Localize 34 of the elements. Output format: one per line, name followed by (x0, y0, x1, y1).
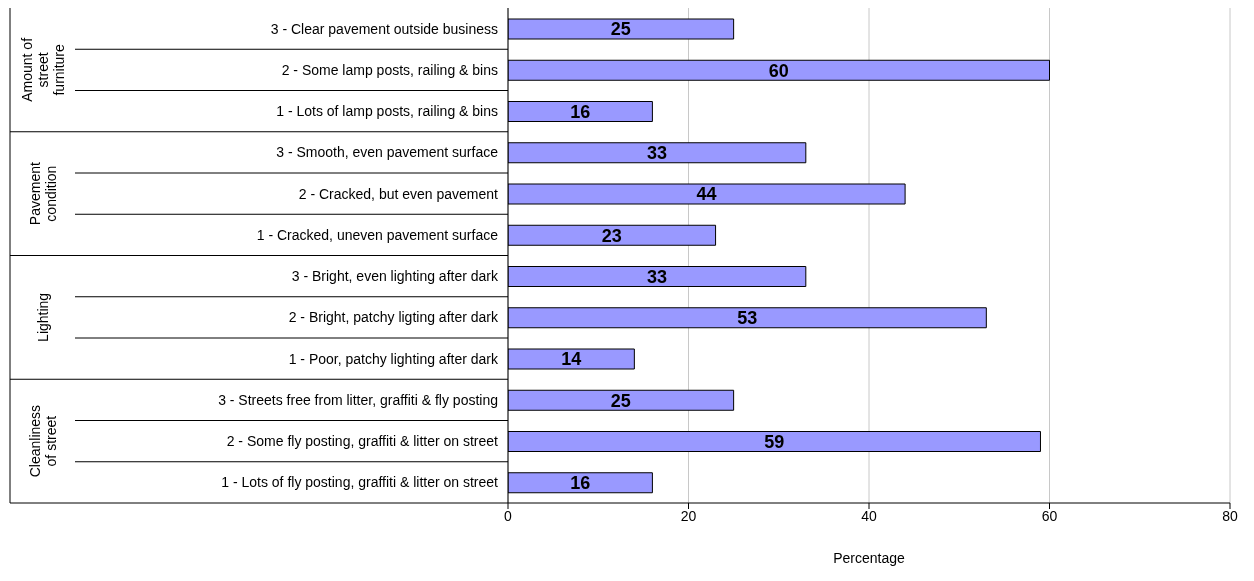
x-tick-label: 80 (1222, 507, 1238, 524)
data-label: 53 (737, 308, 758, 329)
x-tick-label: 0 (504, 507, 513, 524)
y-tick-label: 2 - Bright, patchy ligting after dark (288, 309, 499, 326)
x-tick-label: 60 (1041, 507, 1058, 524)
y-tick-label: 2 - Cracked, but even pavement (298, 185, 499, 202)
data-label: 59 (764, 431, 785, 452)
text: Cleanliness of street (27, 404, 59, 478)
data-label: 23 (601, 225, 622, 246)
data-label: 16 (570, 101, 591, 122)
data-label: 33 (646, 266, 667, 287)
text: Lighting (35, 292, 51, 342)
y-tick-label: 3 - Smooth, even pavement surface (276, 144, 499, 161)
y-tick-label: 2 - Some fly posting, graffiti & litter on street (226, 433, 499, 450)
y-tick-label: 2 - Some lamp posts, railing & bins (281, 61, 498, 78)
y-tick-label: 1 - Lots of lamp posts, railing & bins (276, 103, 498, 120)
x-tick-label: 20 (680, 507, 697, 524)
text: Pavement condition (27, 162, 59, 226)
data-label: 60 (768, 60, 789, 81)
data-label: 14 (561, 349, 582, 370)
data-label: 25 (610, 19, 631, 40)
y-tick-label: 3 - Bright, even lighting after dark (291, 268, 499, 285)
y-tick-label: 3 - Clear pavement outside business (270, 20, 498, 37)
data-label: 44 (696, 184, 717, 205)
y-tick-label: 3 - Streets free from litter, graffiti & fly posting (218, 391, 498, 408)
text: Amount of street furniture (19, 37, 67, 102)
x-tick-label: 40 (861, 507, 877, 524)
y-tick-label: 1 - Cracked, uneven pavement surface (256, 226, 499, 243)
x-axis-title: Percentage (833, 550, 906, 566)
data-label: 33 (646, 143, 667, 164)
y-tick-label: 1 - Lots of fly posting, graffiti & litter on street (221, 474, 499, 491)
y-tick-label: 1 - Poor, patchy lighting after dark (288, 350, 499, 367)
data-label: 25 (610, 390, 631, 411)
data-label: 16 (570, 473, 591, 494)
